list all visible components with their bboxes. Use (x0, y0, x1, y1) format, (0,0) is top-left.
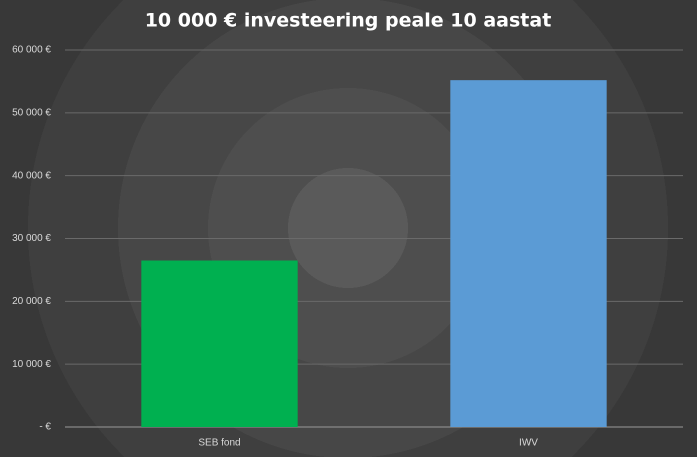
x-tick-label: IWV (519, 438, 538, 449)
y-tick-label: 50 000 € (12, 107, 51, 118)
x-tick-label: SEB fond (198, 438, 240, 449)
y-tick-label: - € (39, 422, 51, 433)
chart-title: 10 000 € investeering peale 10 aastat (145, 10, 552, 32)
y-tick-label: 20 000 € (12, 296, 51, 307)
y-tick-label: 60 000 € (12, 45, 51, 56)
y-tick-label: 10 000 € (12, 359, 51, 370)
bar (450, 80, 607, 427)
y-tick-label: 30 000 € (12, 233, 51, 244)
bar (141, 260, 298, 427)
y-tick-label: 40 000 € (12, 170, 51, 181)
